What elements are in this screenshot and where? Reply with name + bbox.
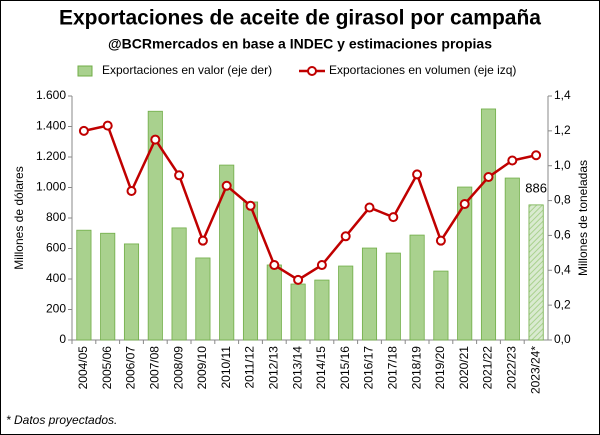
y2-tick-label: 0,0 (554, 332, 571, 346)
bar (266, 264, 282, 341)
y-axis-label: Millones de dólares (12, 166, 26, 269)
x-tick-label: 2020/21 (457, 346, 471, 390)
y-tick-label: 600 (46, 241, 66, 255)
line-marker (293, 274, 304, 285)
x-tick-label: 2013/14 (290, 346, 304, 390)
footnote: * Datos proyectados. (6, 413, 117, 427)
line-marker (364, 202, 375, 213)
x-tick-label: 2008/09 (171, 346, 185, 390)
y2-tick-label: 1,2 (554, 123, 571, 137)
bar (171, 227, 187, 341)
y-tick-label: 0 (59, 332, 66, 346)
x-tick-label: 2016/17 (362, 346, 376, 390)
line-marker (150, 134, 161, 145)
y-tick-label: 400 (46, 271, 66, 285)
line-marker (316, 260, 327, 271)
x-tick-label: 2012/13 (266, 346, 280, 390)
legend-label: Exportaciones en valor (eje der) (102, 63, 272, 77)
line-marker (245, 200, 256, 211)
x-tick-label: 2017/18 (385, 346, 399, 390)
y2-tick-label: 0,6 (554, 228, 571, 242)
bar (147, 110, 163, 341)
line-marker (221, 180, 232, 191)
bar (100, 232, 116, 341)
x-tick-label: 2004/05 (76, 346, 90, 390)
data-label: 886 (525, 180, 547, 195)
bar (76, 229, 92, 341)
bar (409, 234, 425, 341)
line-marker (126, 185, 137, 196)
x-tick-label: 2007/08 (147, 346, 161, 390)
legend-label: Exportaciones en volumen (eje izq) (329, 63, 516, 77)
line-marker (340, 231, 351, 242)
line-marker (78, 125, 89, 136)
line-marker (197, 235, 208, 246)
line-marker (483, 172, 494, 183)
y-tick-label: 1.000 (36, 180, 66, 194)
line-marker (459, 199, 470, 210)
bar (504, 177, 520, 341)
bar (528, 204, 544, 341)
line-marker (388, 212, 399, 223)
bar (290, 283, 306, 341)
line-marker (412, 169, 423, 180)
bar (219, 164, 235, 341)
y2-axis-label: Millones de toneladas (576, 160, 590, 276)
y-tick-label: 200 (46, 302, 66, 316)
bar (242, 201, 259, 341)
bar (123, 243, 140, 341)
x-tick-label: 2006/07 (124, 346, 138, 390)
y-tick-label: 1.600 (36, 88, 66, 102)
x-tick-label: 2023/24* (528, 346, 542, 394)
x-tick-label: 2019/20 (433, 346, 447, 390)
y2-tick-label: 0,4 (554, 262, 571, 276)
y2-tick-label: 0,8 (554, 193, 571, 207)
x-tick-label: 2005/06 (100, 346, 114, 390)
bar (457, 186, 473, 341)
y2-tick-label: 1,0 (554, 158, 571, 172)
y-tick-label: 800 (46, 210, 66, 224)
x-tick-label: 2011/12 (243, 346, 257, 389)
line-marker (435, 235, 446, 246)
bar (314, 279, 330, 341)
bar (480, 108, 497, 341)
y2-tick-label: 0,2 (554, 297, 571, 311)
chart-subtitle: @BCRmercados en base a INDEC y estimacio… (108, 36, 492, 52)
y2-tick-label: 1,4 (554, 88, 571, 102)
bar (433, 270, 449, 341)
x-tick-label: 2021/22 (481, 346, 495, 390)
line-marker (269, 260, 280, 271)
x-tick-label: 2022/23 (504, 346, 518, 390)
line-marker (531, 150, 542, 161)
x-tick-label: 2009/10 (195, 346, 209, 390)
line-marker (174, 170, 185, 181)
x-tick-label: 2015/16 (338, 346, 352, 390)
x-tick-label: 2010/11 (219, 346, 233, 389)
y-tick-label: 1.400 (36, 119, 66, 133)
legend-swatch (307, 66, 317, 76)
line (83, 124, 537, 282)
x-tick-label: 2018/19 (409, 346, 423, 390)
x-tick-label: 2014/15 (314, 346, 328, 390)
bar (338, 265, 354, 341)
line-marker (102, 120, 113, 131)
legend-swatch (77, 65, 93, 77)
line-marker (507, 155, 518, 166)
y-tick-label: 1.200 (36, 149, 66, 163)
bar (361, 247, 378, 341)
bar (195, 257, 211, 341)
chart-title: Exportaciones de aceite de girasol por c… (59, 7, 541, 30)
bar (385, 252, 401, 341)
